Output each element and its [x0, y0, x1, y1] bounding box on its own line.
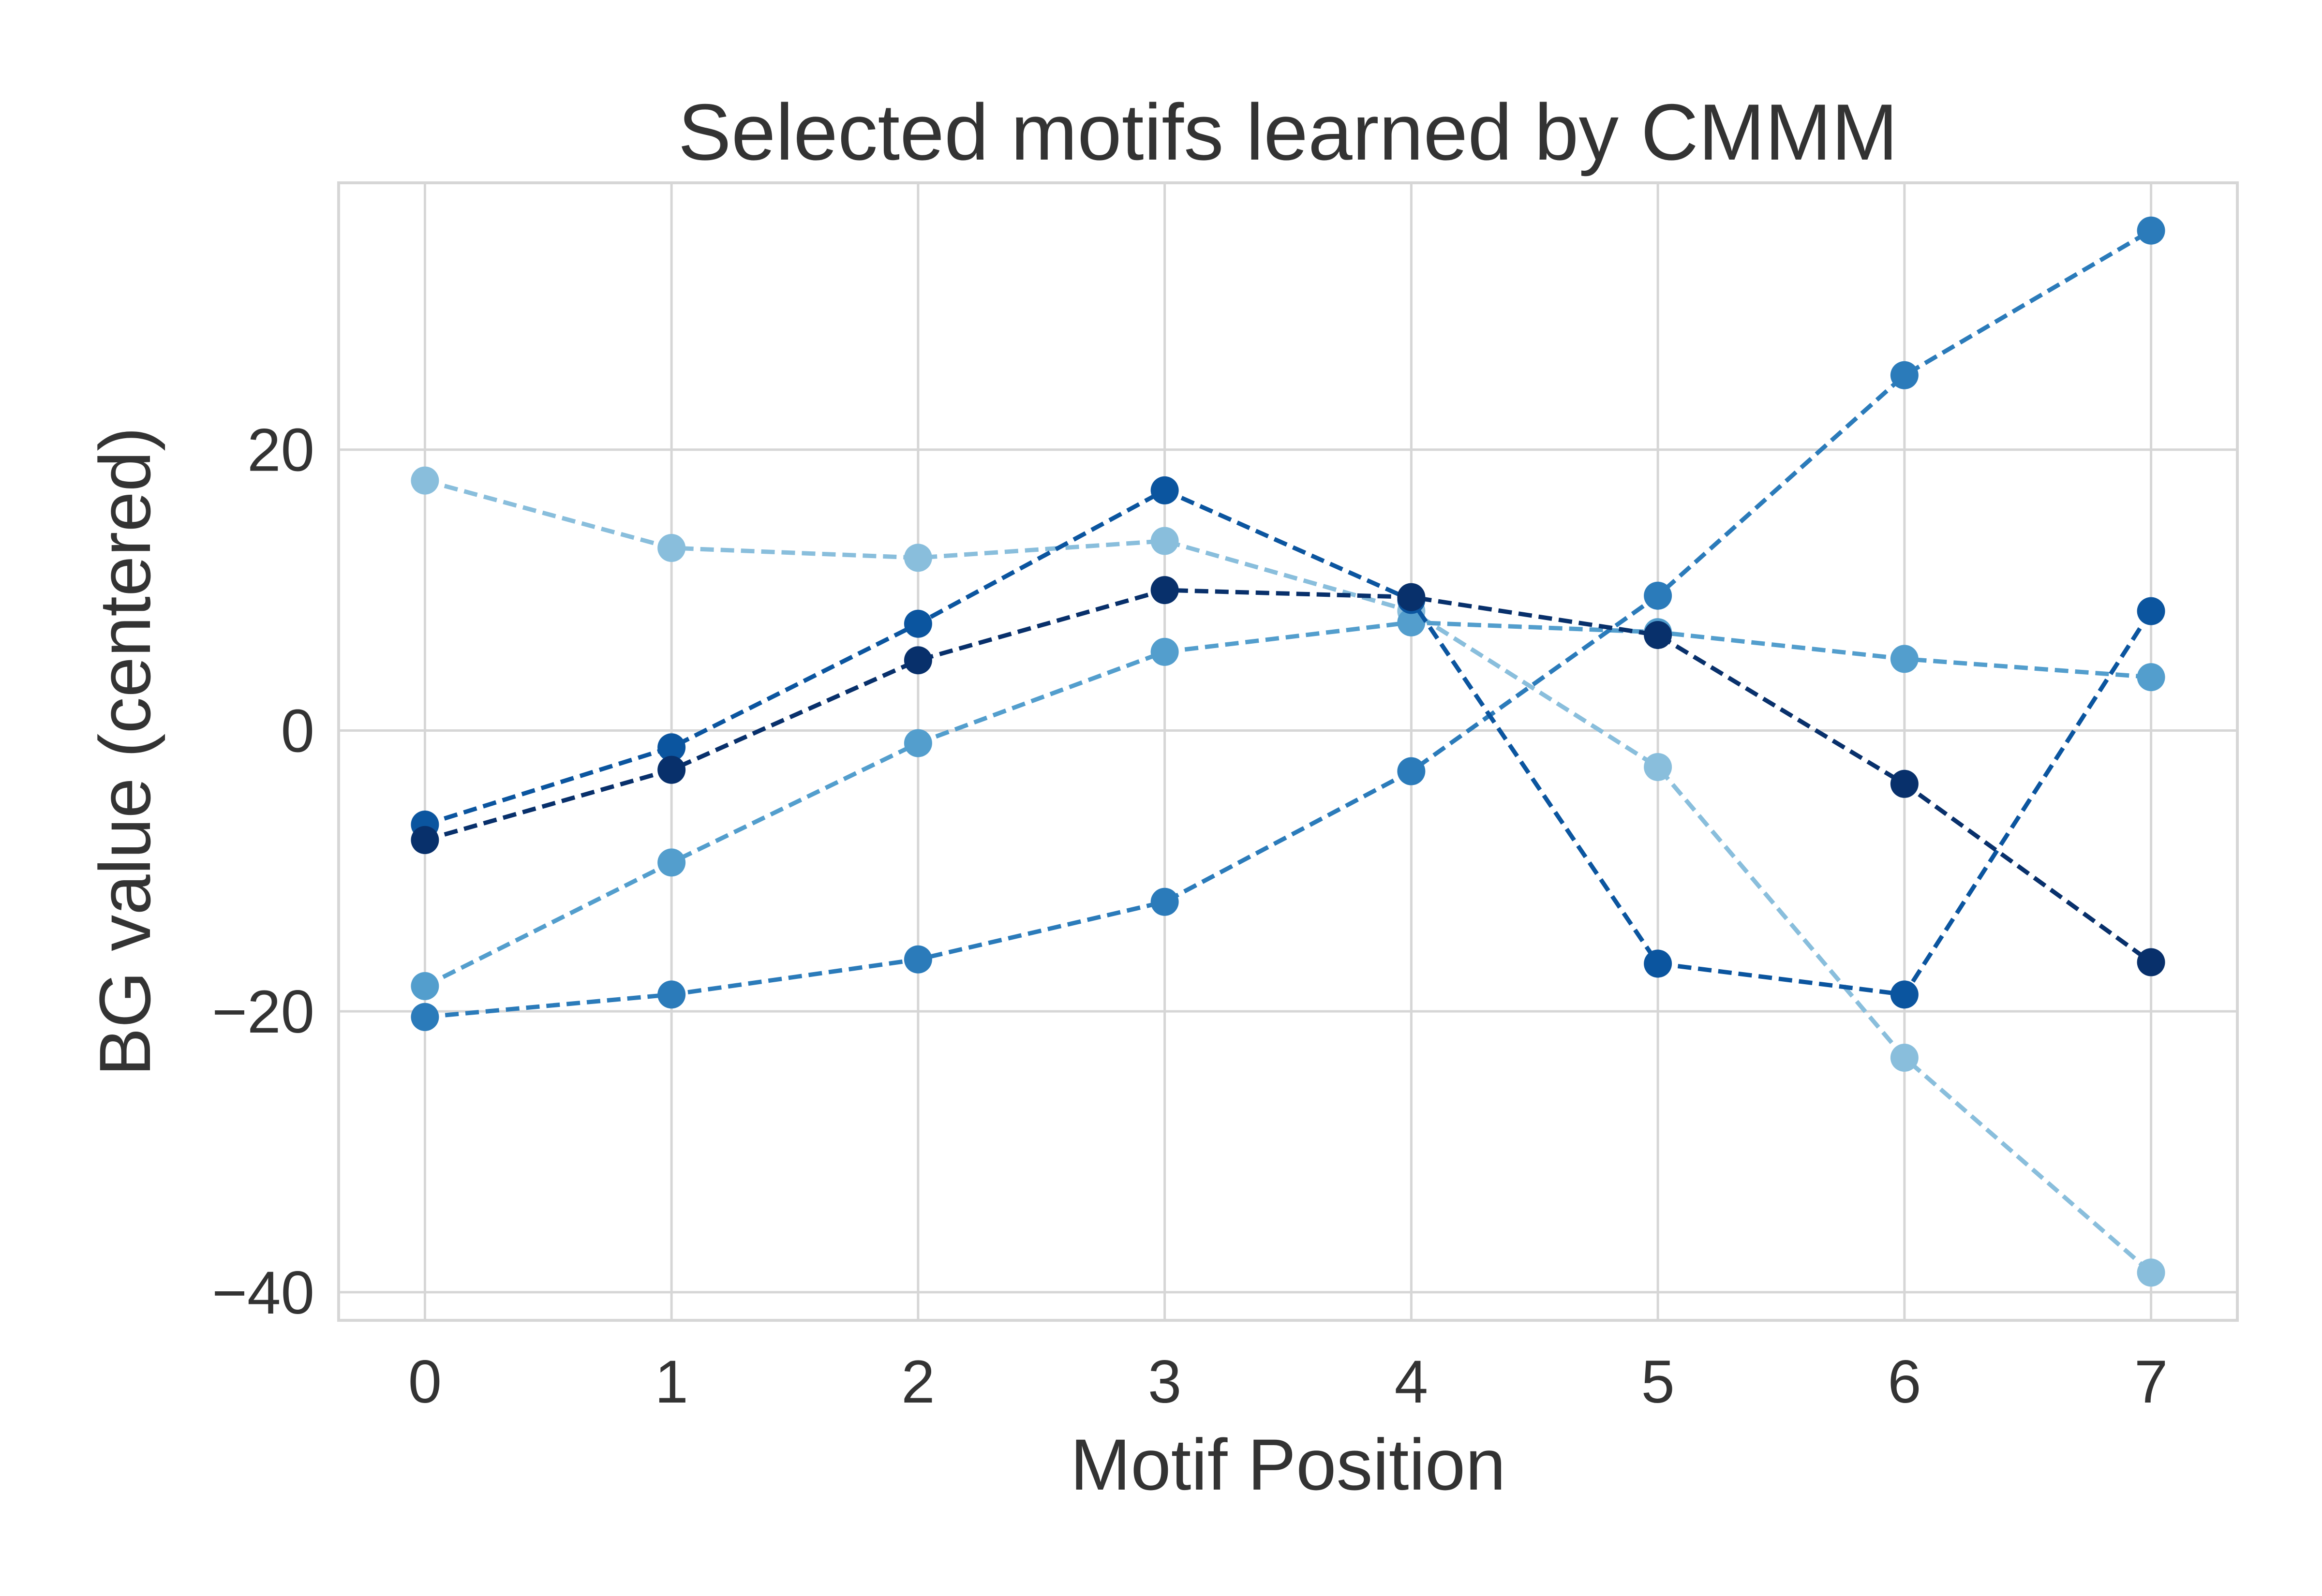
y-axis-label: BG value (centered) — [84, 427, 165, 1076]
data-point — [2137, 597, 2165, 625]
data-point — [2137, 1258, 2165, 1287]
data-point — [904, 544, 932, 572]
series-line — [424, 488, 2153, 997]
y-tick-label: 20 — [247, 417, 314, 484]
data-point — [904, 609, 932, 638]
data-point — [1397, 583, 1426, 611]
data-point — [411, 826, 439, 854]
x-tick-label: 4 — [1395, 1348, 1429, 1416]
data-point — [657, 755, 686, 784]
data-point — [1890, 980, 1919, 1009]
data-point — [1397, 608, 1426, 636]
data-point — [411, 972, 439, 1000]
tick-labels: 0 1 2 3 4 5 6 7 20 0 −20 −40 — [212, 417, 2168, 1416]
data-point — [1644, 753, 1672, 781]
series-line — [425, 228, 2152, 1020]
data-point — [1890, 361, 1919, 389]
data-point — [657, 980, 686, 1009]
x-tick-label: 0 — [408, 1348, 442, 1416]
data-point — [1150, 887, 1179, 916]
data-point — [2137, 216, 2165, 245]
data-point — [1890, 1044, 1919, 1072]
y-tick-label: −20 — [212, 978, 314, 1046]
data-point — [2137, 948, 2165, 976]
data-point — [411, 1003, 439, 1031]
data-point — [904, 945, 932, 974]
x-tick-label: 6 — [1888, 1348, 1921, 1416]
data-point — [1644, 949, 1672, 978]
data-point — [657, 533, 686, 562]
y-tick-label: 0 — [281, 697, 314, 765]
series-line — [424, 478, 2153, 1274]
data-point — [1397, 757, 1426, 785]
data-point — [1890, 645, 1919, 673]
x-tick-label: 5 — [1641, 1348, 1675, 1416]
x-tick-label: 1 — [655, 1348, 688, 1416]
data-point — [2137, 663, 2165, 692]
series-line — [424, 620, 2151, 988]
data-point — [1644, 621, 1672, 649]
data-point — [904, 646, 932, 675]
x-tick-label: 3 — [1148, 1348, 1182, 1416]
chart-title: Selected motifs learned by CMMM — [678, 88, 1898, 177]
y-tick-label: −40 — [212, 1259, 314, 1327]
data-point — [1150, 576, 1179, 605]
x-tick-label: 7 — [2134, 1348, 2168, 1416]
series-group — [411, 216, 2165, 1031]
data-point — [904, 729, 932, 757]
data-point — [1150, 637, 1179, 666]
series-group — [411, 216, 2165, 1287]
data-point — [1890, 769, 1919, 798]
plot-area-frame — [337, 181, 2239, 1322]
series-line — [424, 588, 2153, 964]
data-point — [1150, 476, 1179, 504]
series-group — [411, 576, 2165, 976]
data-point — [657, 848, 686, 877]
data-point — [657, 733, 686, 762]
x-tick-label: 2 — [901, 1348, 935, 1416]
x-axis-label: Motif Position — [1070, 1424, 1505, 1505]
data-point — [1150, 527, 1179, 555]
data-point — [411, 466, 439, 495]
data-point — [1644, 581, 1672, 610]
